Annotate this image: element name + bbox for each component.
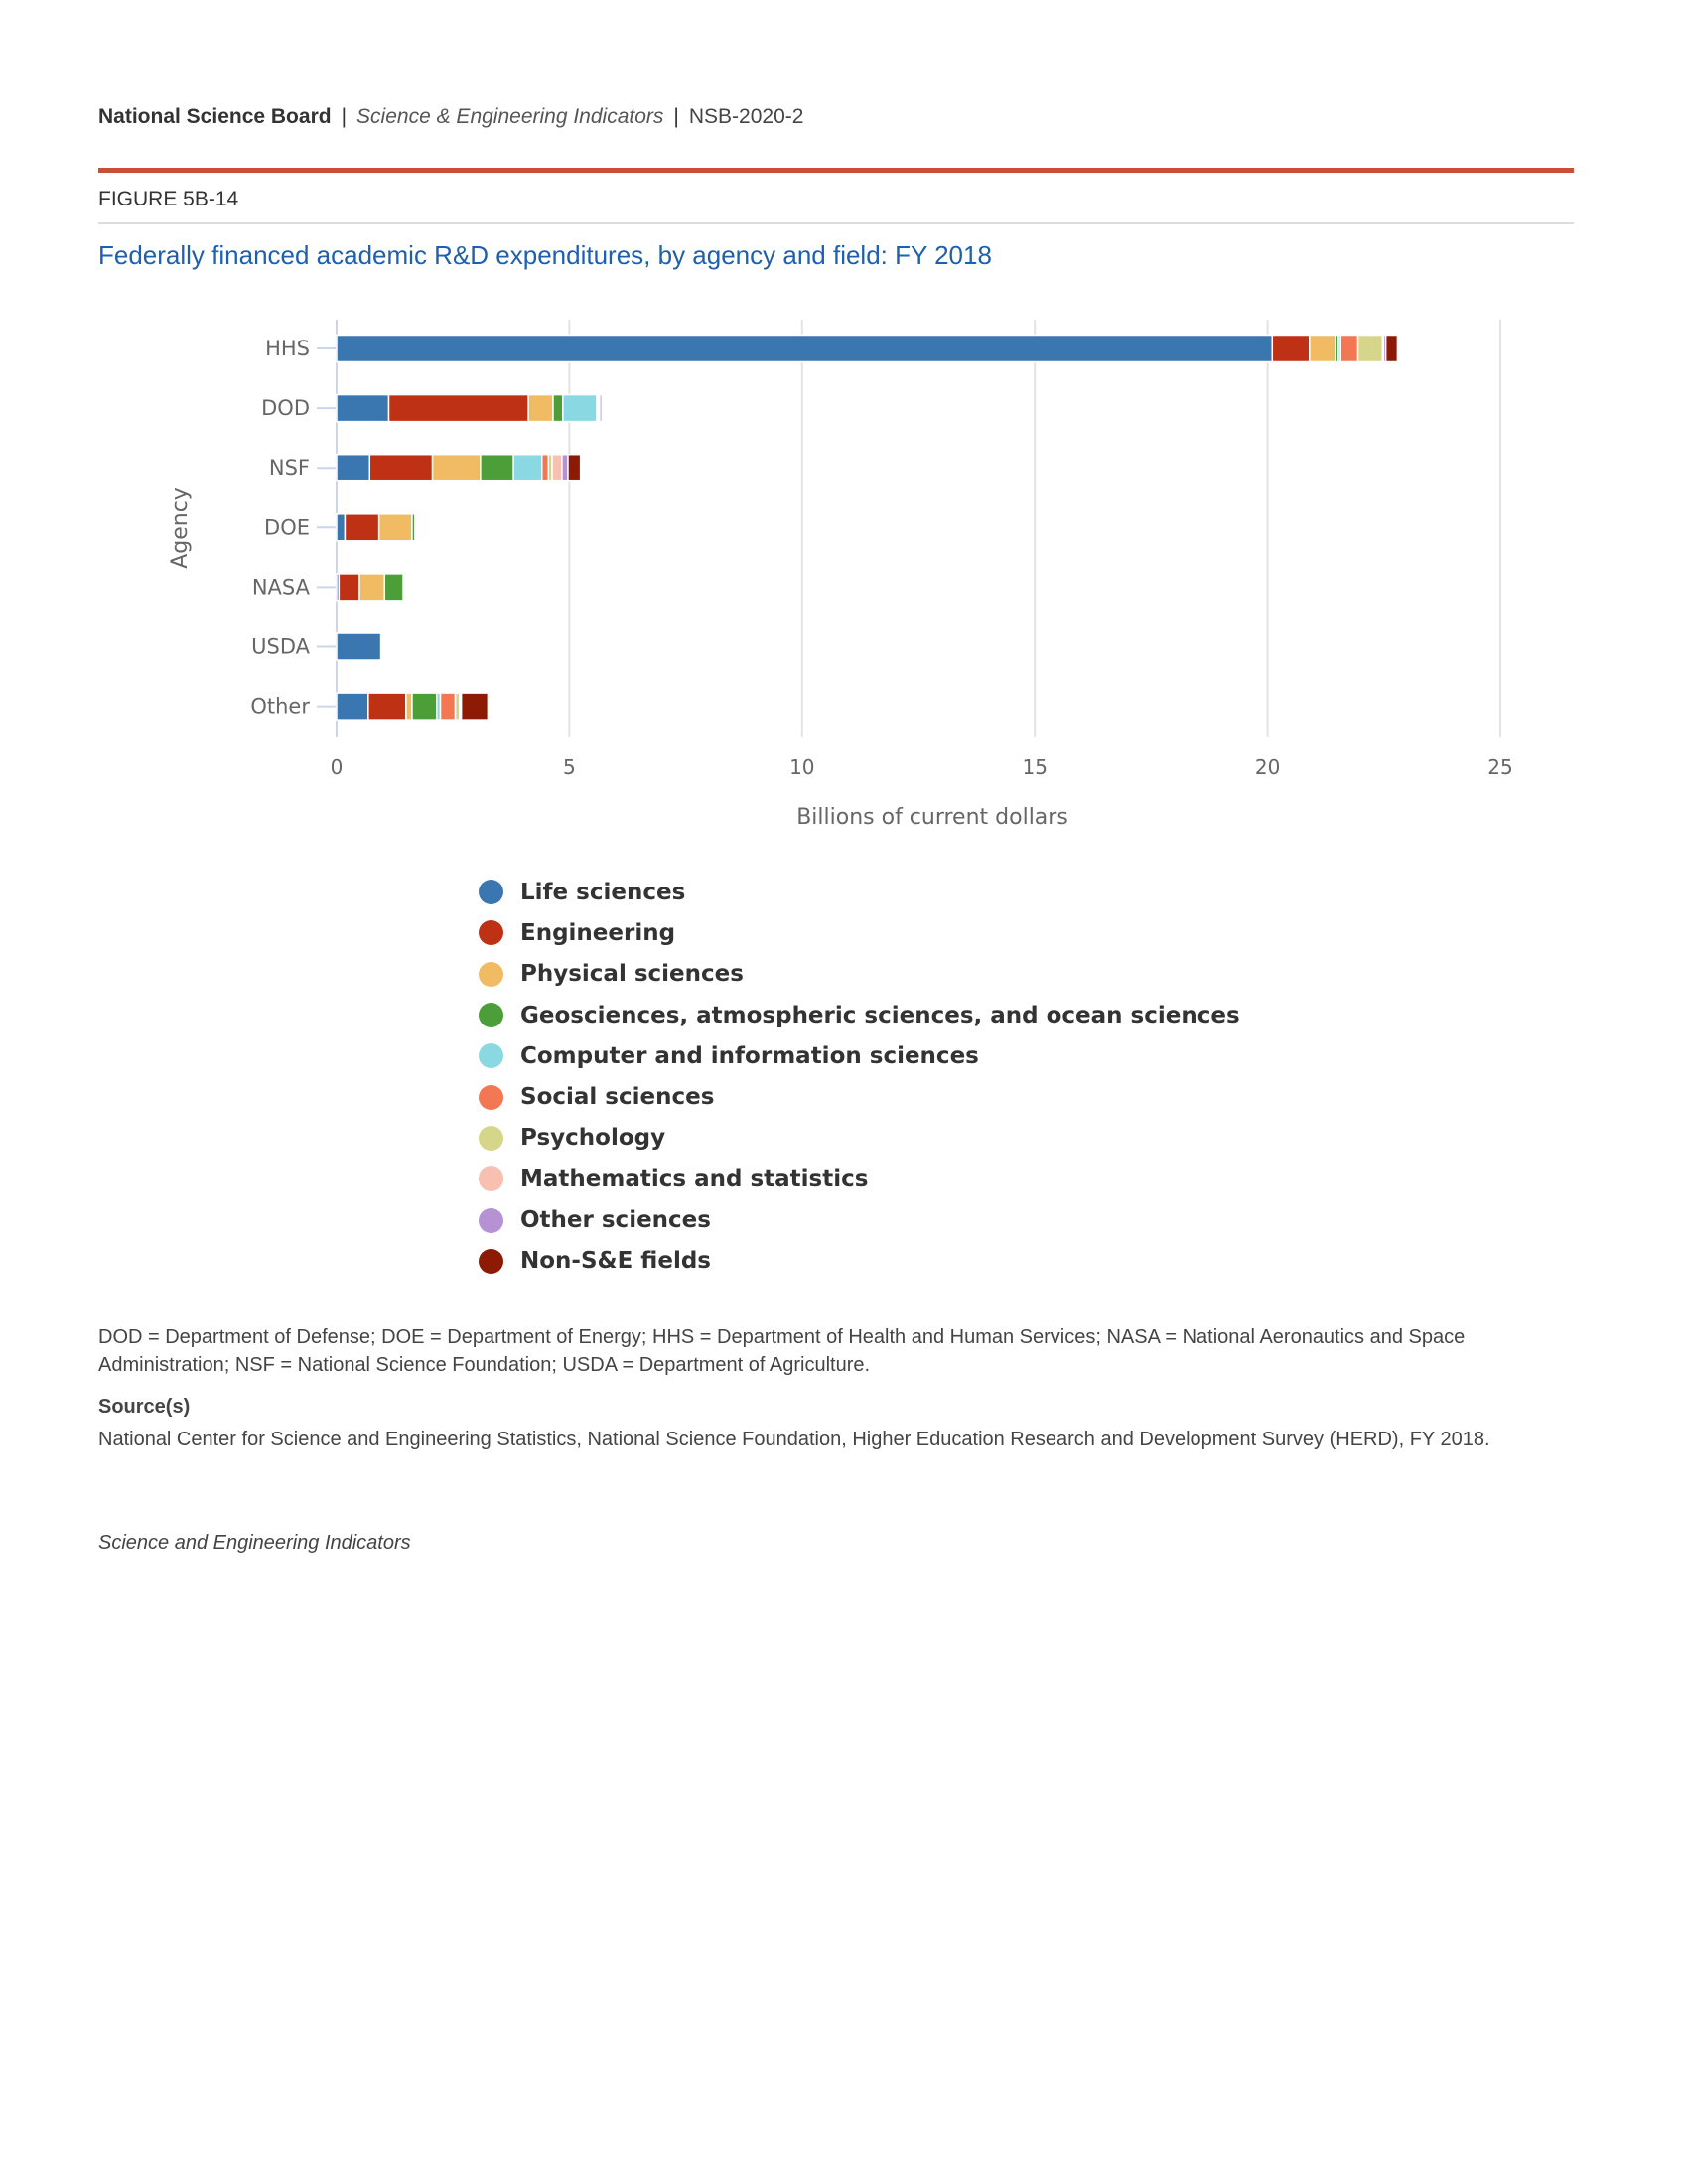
legend-item[interactable]: Social sciences: [479, 1076, 1240, 1117]
legend-marker-icon: [479, 1125, 503, 1151]
bar-segment-doe-0: [336, 513, 347, 542]
bar-segment-dod-3: [552, 393, 564, 423]
legend-label: Computer and information sciences: [520, 1042, 979, 1069]
bar-segment-dod-0: [336, 393, 390, 423]
legend-item[interactable]: Mathematics and statistics: [479, 1159, 1240, 1199]
legend-label: Mathematics and statistics: [520, 1165, 869, 1192]
bar-segment-dod-8: [599, 393, 603, 423]
y-tick-label: NSF: [269, 456, 310, 479]
bar-segment-other-1: [367, 692, 407, 721]
bar-segment-other-3: [411, 692, 438, 721]
bar-segment-other-0: [336, 692, 369, 721]
figure-divider: [98, 222, 1574, 224]
legend-label: Engineering: [520, 919, 676, 946]
x-tick-label: 5: [563, 755, 576, 779]
y-tick-label: NASA: [252, 575, 311, 599]
x-tick-label: 15: [1022, 755, 1047, 779]
bar-segment-nsf-3: [480, 453, 514, 482]
bar-segment-hhs-2: [1309, 334, 1336, 363]
x-axis-title: Billions of current dollars: [796, 805, 1068, 830]
report-id: NSB-2020-2: [688, 105, 804, 128]
bar-segment-nsf-4: [512, 453, 543, 482]
legend-item[interactable]: Physical sciences: [479, 954, 1240, 995]
legend-label: Other sciences: [520, 1207, 711, 1234]
x-tick-label: 10: [789, 755, 814, 779]
bar-segment-other-9: [460, 692, 490, 721]
legend-marker-icon: [479, 1084, 503, 1110]
bar-segment-dod-2: [527, 393, 554, 423]
header: National Science Board | Science & Enginee…: [98, 105, 803, 129]
source-text: National Center for Science and Engineer…: [98, 1429, 1490, 1450]
chart-title: Federally financed academic R&D expendit…: [98, 240, 992, 270]
legend: Life sciences Engineering Physical science…: [479, 872, 1240, 1282]
y-tick-label: USDA: [251, 635, 311, 659]
x-tick-label: 25: [1487, 755, 1512, 779]
bar-segment-nsf-8: [561, 453, 569, 482]
bar-segment-nsf-5: [540, 453, 550, 482]
footer-text: Science and Engineering Indicators: [98, 1532, 411, 1554]
separator: |: [341, 105, 348, 128]
separator: |: [673, 105, 679, 128]
legend-label: Non-S&E fields: [520, 1248, 711, 1275]
legend-label: Physical sciences: [520, 961, 744, 988]
bar-segment-nasa-3: [383, 573, 404, 602]
bar-segment-doe-1: [344, 513, 380, 542]
bar-segment-hhs-1: [1271, 334, 1311, 363]
legend-label: Social sciences: [520, 1084, 715, 1111]
legend-marker-icon: [479, 1003, 503, 1028]
legend-item[interactable]: Non-S&E fields: [479, 1241, 1240, 1282]
legend-marker-icon: [479, 880, 503, 905]
bar-segment-nsf-9: [567, 453, 582, 482]
legend-label: Psychology: [520, 1125, 666, 1152]
bar-segment-dod-4: [562, 393, 598, 423]
legend-item[interactable]: Geosciences, atmospheric sciences, and o…: [479, 995, 1240, 1035]
legend-marker-icon: [479, 1248, 503, 1274]
figure-label: FIGURE 5B-14: [98, 188, 239, 210]
bar-segment-nsf-1: [368, 453, 434, 482]
bar-segment-hhs-0: [336, 334, 1274, 363]
y-tick-label: DOE: [264, 515, 310, 539]
org-name: National Science Board: [98, 105, 332, 128]
legend-marker-icon: [479, 920, 503, 946]
bar-segment-doe-3: [411, 513, 416, 542]
bar-segment-dod-1: [387, 393, 529, 423]
abbreviations-note: DOD = Department of Defense; DOE = Depar…: [98, 1326, 1466, 1376]
legend-item[interactable]: Other sciences: [479, 1199, 1240, 1240]
x-tick-label: 20: [1255, 755, 1280, 779]
legend-marker-icon: [479, 1166, 503, 1192]
legend-item[interactable]: Psychology: [479, 1118, 1240, 1159]
y-tick-label: DOD: [261, 396, 310, 420]
bar-segment-usda-0: [336, 632, 382, 661]
legend-item[interactable]: Life sciences: [479, 872, 1240, 912]
bar-segment-nasa-1: [338, 573, 360, 602]
bar-segment-hhs-9: [1384, 334, 1399, 363]
legend-label: Geosciences, atmospheric sciences, and o…: [520, 1002, 1240, 1028]
bar-chart: 0 5 10 15 20 25 HHS DOD NSF DOE NASA USDA Other Billi…: [168, 320, 1513, 830]
y-axis-title: Agency: [168, 487, 193, 569]
bar-segment-other-2: [405, 692, 413, 721]
legend-item[interactable]: Computer and information sciences: [479, 1035, 1240, 1076]
bar-segment-nsf-7: [551, 453, 563, 482]
x-tick-label: 0: [331, 755, 344, 779]
bar-segment-hhs-5: [1339, 334, 1359, 363]
legend-marker-icon: [479, 1043, 503, 1069]
legend-marker-icon: [479, 1207, 503, 1233]
legend-label: Life sciences: [520, 879, 686, 905]
header-divider: [98, 168, 1574, 173]
bar-segment-doe-2: [377, 513, 413, 542]
bar-segment-hhs-6: [1356, 334, 1384, 363]
source-heading: Source(s): [98, 1396, 191, 1418]
publication-name: Science & Engineering Indicators: [356, 105, 664, 128]
bar-segment-nsf-2: [431, 453, 482, 482]
bar-segment-nsf-0: [336, 453, 371, 482]
y-tick-label: HHS: [265, 337, 310, 360]
legend-item[interactable]: Engineering: [479, 912, 1240, 953]
legend-marker-icon: [479, 961, 503, 987]
y-tick-label: Other: [250, 695, 310, 719]
bar-segment-other-5: [439, 692, 457, 721]
bar-segment-nasa-2: [358, 573, 386, 602]
